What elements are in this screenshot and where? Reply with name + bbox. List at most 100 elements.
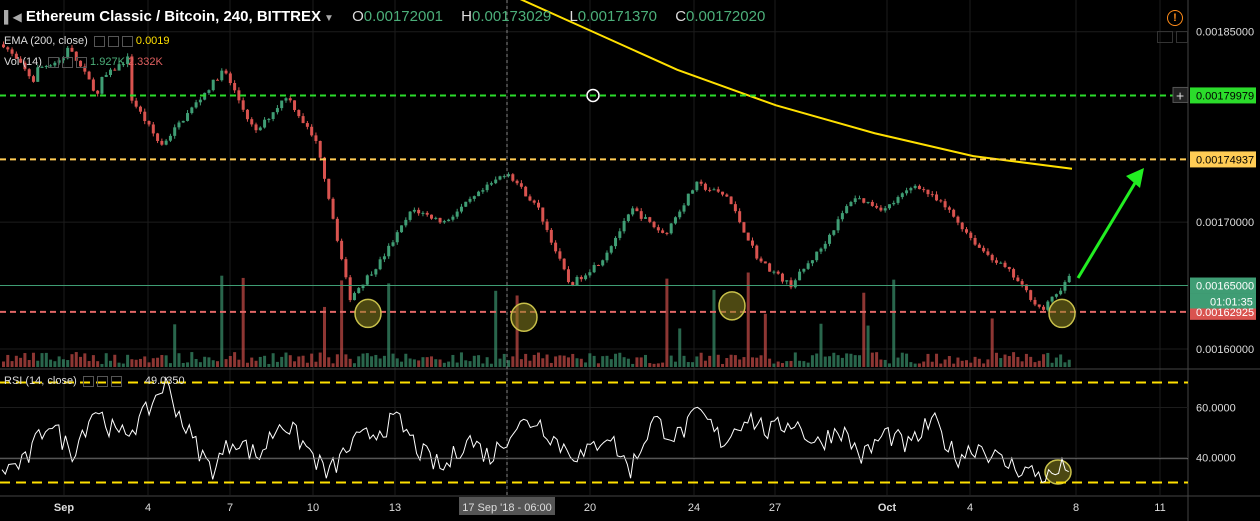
price-label-bg — [1190, 277, 1256, 294]
ema-legend[interactable]: EMA (200, close) 0.0019 — [4, 35, 170, 47]
candle-body — [481, 190, 485, 192]
rsi-line — [1, 376, 1069, 484]
volume-bar — [382, 355, 386, 367]
volume-bar — [686, 362, 690, 367]
candle-body — [1067, 275, 1071, 283]
close-icon[interactable] — [110, 375, 122, 387]
candle-body — [622, 220, 626, 232]
volume-bar — [776, 361, 780, 367]
candle-body — [468, 198, 472, 202]
volume-bar — [601, 356, 605, 367]
volume-bar — [464, 360, 468, 367]
candle-body — [519, 183, 523, 187]
eye-icon[interactable] — [82, 375, 94, 387]
candle-body — [965, 229, 968, 233]
volume-bar — [284, 352, 288, 367]
volume-bar — [1063, 362, 1067, 367]
eye-icon[interactable] — [47, 56, 59, 68]
maximize-icon[interactable] — [1157, 31, 1173, 43]
volume-bar — [622, 357, 626, 367]
gear-icon[interactable] — [61, 56, 73, 68]
x-tick-label: 13 — [389, 502, 401, 514]
candle-body — [780, 273, 784, 282]
candle-body — [1054, 294, 1058, 297]
candle-body — [186, 113, 190, 121]
candle-body — [31, 76, 35, 82]
ema-marker — [586, 88, 600, 103]
volume-bar — [323, 306, 326, 367]
volume-bar — [19, 357, 23, 367]
volume-legend[interactable]: Vol (14) 1.927K 2.332K — [4, 56, 163, 68]
candle-body — [1007, 266, 1011, 270]
volume-bar — [1054, 357, 1058, 367]
rsi-label: RSI (14, close) — [4, 375, 77, 387]
volume-bar — [1003, 354, 1007, 367]
candle-body — [348, 277, 352, 301]
candle-body — [528, 196, 532, 201]
volume-bar — [656, 363, 660, 367]
volume-bar — [66, 360, 70, 367]
candle-body — [768, 263, 772, 272]
price-label: 0.00162925 — [1196, 307, 1254, 319]
volume-bar — [780, 363, 784, 367]
gear-icon[interactable] — [107, 35, 119, 47]
open-value: 0.00172001 — [363, 8, 443, 25]
candle-body — [194, 102, 198, 108]
volume-bar — [947, 356, 951, 367]
volume-bar — [442, 362, 446, 367]
candle-body — [241, 100, 245, 110]
volume-bar — [605, 355, 609, 367]
volume-bar — [768, 358, 772, 367]
gear-icon[interactable] — [96, 375, 108, 387]
candle-body — [673, 217, 677, 224]
volume-bar — [986, 359, 990, 367]
volume-bar — [408, 358, 412, 367]
volume-bar — [896, 357, 900, 367]
candle-body — [994, 260, 998, 263]
candle-body — [190, 107, 194, 114]
high-value: 0.00173029 — [472, 8, 552, 25]
volume-bar — [425, 357, 429, 367]
volume-bar — [417, 360, 421, 367]
candle-body — [344, 259, 348, 278]
candle-body — [755, 245, 759, 259]
candle-body — [806, 263, 810, 269]
candle-body — [596, 264, 600, 266]
volume-bar — [725, 358, 729, 367]
chevron-down-icon[interactable]: ▼ — [324, 13, 334, 24]
volume-bar — [1016, 356, 1020, 367]
volume-bar — [241, 277, 245, 367]
candle-body — [254, 124, 258, 131]
volume-bar — [194, 359, 198, 367]
close-icon[interactable] — [121, 35, 133, 47]
volume-bar — [751, 357, 754, 367]
x-tick-label: 8 — [1073, 502, 1079, 514]
x-tick-label: 4 — [145, 502, 151, 514]
minimize-icon[interactable] — [1176, 31, 1188, 43]
volume-bar — [965, 360, 968, 367]
rsi-legend[interactable]: RSI (14, close) 49.0350 — [4, 375, 185, 387]
volume-bar — [143, 356, 147, 367]
volume-bar — [280, 356, 284, 367]
candle-body — [977, 244, 981, 248]
volume-bar — [823, 356, 827, 367]
crosshair-time-bg — [459, 497, 555, 515]
candle-body — [352, 293, 356, 301]
candle-body — [999, 262, 1003, 264]
volume-bar — [678, 328, 682, 367]
candle-body — [2, 44, 5, 48]
volume-bar — [691, 362, 695, 367]
warning-icon[interactable]: ! — [1167, 10, 1183, 26]
volume-bar — [785, 361, 789, 367]
close-icon[interactable] — [75, 56, 87, 68]
candle-body — [44, 65, 48, 67]
candle-body — [425, 212, 429, 215]
candle-body — [10, 49, 14, 54]
candle-body — [451, 216, 455, 220]
symbol-title[interactable]: Ethereum Classic / Bitcoin, 240, BITTREX — [25, 8, 321, 25]
volume-bar — [156, 357, 160, 367]
volume-bar — [571, 353, 575, 367]
candle-body — [365, 275, 369, 285]
eye-icon[interactable] — [93, 35, 105, 47]
